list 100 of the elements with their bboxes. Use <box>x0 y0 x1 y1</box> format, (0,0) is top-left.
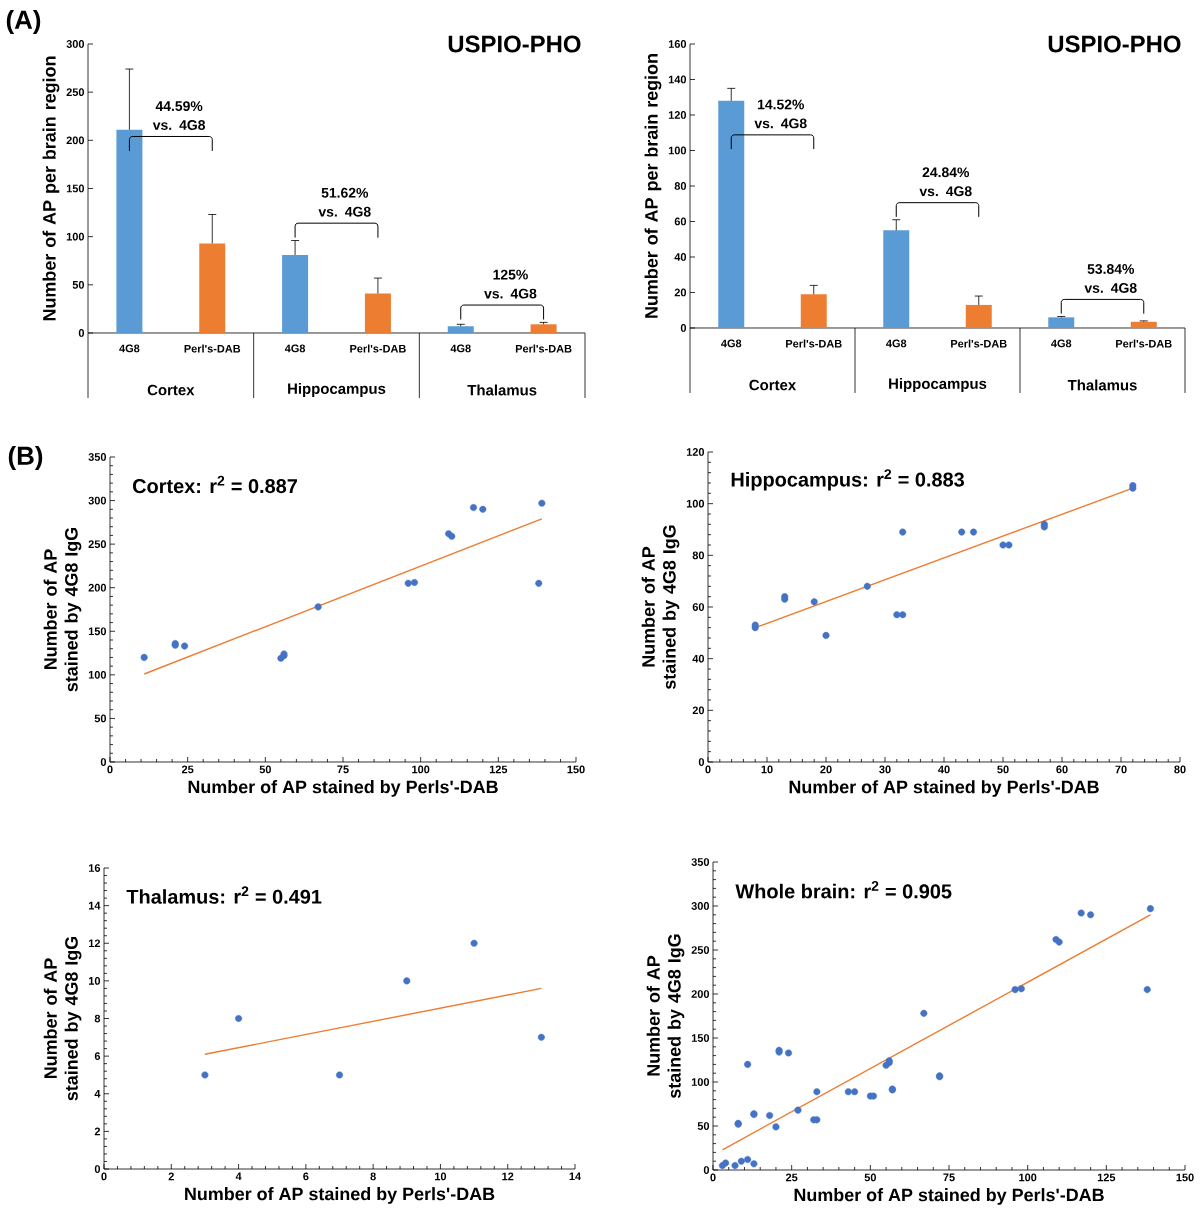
y-tick-label: 250 <box>66 88 85 97</box>
y-tick-label: 20 <box>692 706 705 715</box>
text: Hippocampus <box>889 378 987 392</box>
annotation: 53.84% vs. 4G8 <box>1084 264 1137 293</box>
text: (A) <box>6 9 41 35</box>
x-tick-label: 4G8 <box>119 344 140 353</box>
x-tick-label: 40 <box>938 765 950 774</box>
x-tick-label: 0 <box>710 1173 716 1182</box>
y-tick-label: 14 <box>88 901 101 910</box>
y-tick-label: 250 <box>691 946 710 954</box>
x-tick-label: Perl's-DAB <box>515 344 572 353</box>
y-tick-label: 100 <box>668 146 687 155</box>
y-tick-label: 50 <box>94 714 107 723</box>
annotation: 14.52% vs. 4G8 <box>754 99 807 129</box>
y-tick-label: 60 <box>692 603 705 611</box>
y-tick-label: 250 <box>88 540 107 549</box>
x-tick-label: 30 <box>879 765 891 774</box>
y-tick-label: 6 <box>94 1052 101 1061</box>
y-tick-label: 20 <box>674 288 687 297</box>
text: Cortex <box>749 379 797 391</box>
y-tick-label: 150 <box>88 627 107 636</box>
chart-title: USPIO-PHO <box>1048 35 1181 53</box>
x-axis-title: Number of AP stained by Perls'-DAB <box>188 780 498 797</box>
y-tick-label: 4 <box>94 1089 101 1098</box>
x-tick-label: 50 <box>259 765 271 774</box>
x-tick-label: 80 <box>1174 765 1186 774</box>
text: Thalamus <box>1067 379 1137 391</box>
y-tick-label: 140 <box>668 75 687 84</box>
y-tick-label: 100 <box>66 232 85 241</box>
text: Hippocampus: r$^{2}$ = 0.883 <box>731 469 964 491</box>
x-tick-label: 50 <box>864 1173 876 1182</box>
y-tick-label: 350 <box>691 858 710 866</box>
annotation: 24.84% vs. 4G8 <box>919 167 972 197</box>
text: Cortex: r$^{2}$ = 0.887 <box>132 475 297 494</box>
y-tick-label: 150 <box>66 184 85 193</box>
y-tick-label: 200 <box>88 583 107 592</box>
x-tick-label: 14 <box>569 1172 582 1181</box>
x-tick-label: 8 <box>370 1172 376 1181</box>
y-axis-title: Number of AP per brain region <box>42 56 60 321</box>
x-tick-label: Perl's-DAB <box>951 339 1007 348</box>
y-tick-label: 0 <box>698 758 705 766</box>
y-tick-label: 300 <box>88 496 107 505</box>
x-tick-label: 50 <box>997 765 1009 774</box>
y-axis-title: Number of AP stained by 4G8 IgG <box>43 527 82 692</box>
x-tick-label: 25 <box>785 1173 798 1182</box>
x-tick-label: Perl's-DAB <box>184 344 241 353</box>
x-tick-label: Perl's-DAB <box>350 344 406 353</box>
y-tick-label: 0 <box>94 1165 101 1173</box>
x-axis-title: Number of AP stained by Perls'-DAB <box>185 1187 495 1204</box>
y-axis-title: Number of AP stained by 4G8 IgG <box>641 525 680 690</box>
text: Hippocampus <box>288 383 386 397</box>
x-tick-label: 0 <box>107 765 113 774</box>
y-tick-label: 350 <box>88 453 107 461</box>
x-tick-label: 2 <box>168 1172 174 1181</box>
annotation: 51.62% vs. 4G8 <box>318 187 371 217</box>
x-tick-label: Perl's-DAB <box>786 339 842 348</box>
y-tick-label: 160 <box>668 40 687 48</box>
y-tick-label: 300 <box>66 40 85 48</box>
y-tick-label: 2 <box>94 1127 101 1136</box>
x-tick-label: 4 <box>235 1172 242 1181</box>
y-tick-label: 0 <box>100 758 107 766</box>
x-tick-label: 4G8 <box>284 344 306 353</box>
y-tick-label: 80 <box>692 551 705 560</box>
y-tick-label: 40 <box>674 253 687 261</box>
y-axis-title: Number of AP stained by 4G8 IgG <box>646 934 685 1099</box>
text: Thalamus <box>467 384 537 396</box>
x-tick-label: 4G8 <box>450 344 471 353</box>
x-tick-label: 75 <box>337 765 349 774</box>
y-tick-label: 150 <box>691 1034 710 1042</box>
x-tick-label: 70 <box>1115 765 1127 774</box>
x-tick-label: 25 <box>181 765 194 774</box>
text: Cortex <box>147 384 195 396</box>
x-tick-label: 12 <box>502 1172 514 1181</box>
y-tick-label: 120 <box>686 448 705 456</box>
x-axis-title: Number of AP stained by Perls'-DAB <box>794 1188 1104 1205</box>
x-tick-label: 4G8 <box>886 339 907 348</box>
y-tick-label: 12 <box>88 939 101 948</box>
x-tick-label: 4G8 <box>721 339 742 348</box>
x-tick-label: 60 <box>1056 765 1068 774</box>
x-tick-label: 150 <box>567 765 585 774</box>
x-tick-label: 20 <box>820 765 832 774</box>
x-tick-label: 75 <box>943 1173 955 1182</box>
x-tick-label: 150 <box>1176 1173 1194 1182</box>
text: Thalamus: r$^{2}$ = 0.491 <box>126 886 322 904</box>
x-tick-label: 100 <box>1019 1173 1037 1182</box>
x-tick-label: 125 <box>1097 1173 1116 1182</box>
y-tick-label: 8 <box>94 1014 101 1023</box>
x-tick-label: 4G8 <box>1051 339 1072 348</box>
x-axis-title: Number of AP stained by Perls'-DAB <box>789 780 1099 797</box>
text: (B) <box>8 445 43 471</box>
annotation: 125% vs. 4G8 <box>484 269 537 299</box>
y-tick-label: 60 <box>674 217 687 226</box>
y-tick-label: 0 <box>78 329 85 337</box>
y-tick-label: 200 <box>691 990 710 998</box>
y-tick-label: 0 <box>703 1166 710 1174</box>
y-tick-label: 40 <box>692 654 705 663</box>
y-tick-label: 16 <box>88 864 101 872</box>
y-tick-label: 100 <box>686 499 705 508</box>
y-tick-label: 50 <box>697 1122 710 1130</box>
x-tick-label: 100 <box>412 765 430 774</box>
